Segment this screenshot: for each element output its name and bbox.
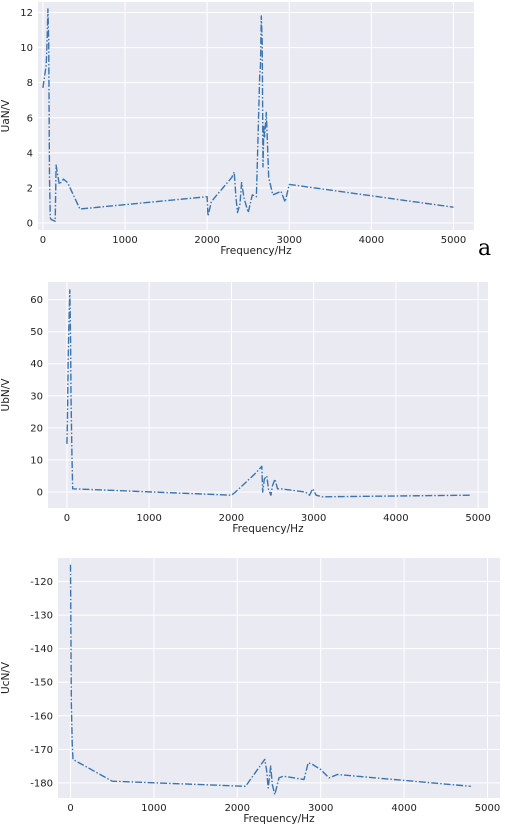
- panel-label: a: [478, 236, 491, 261]
- x-tick-label: 5000: [475, 803, 500, 814]
- x-tick-label: 5000: [441, 235, 466, 246]
- y-tick-label: -180: [30, 778, 53, 789]
- y-tick-label: 50: [30, 327, 43, 338]
- y-tick-label: -160: [30, 711, 53, 722]
- x-tick-label: 2000: [194, 235, 219, 246]
- series-line-1: [66, 289, 470, 498]
- y-tick-label: -170: [30, 745, 53, 756]
- x-tick-label: 0: [40, 235, 46, 246]
- y-axis-label: UcN/V: [0, 661, 12, 694]
- x-tick-label: 0: [67, 803, 73, 814]
- y-tick-label: 12: [20, 8, 33, 19]
- x-tick-label: 3000: [301, 513, 326, 524]
- y-tick-label: 20: [30, 423, 43, 434]
- x-tick-label: 2000: [219, 513, 244, 524]
- x-tick-label: 4000: [391, 803, 416, 814]
- y-axis-label: UbN/V: [0, 378, 12, 412]
- y-tick-label: 60: [30, 295, 43, 306]
- series-line-1: [42, 8, 454, 222]
- y-axis-label: UaN/V: [0, 99, 12, 133]
- x-tick-label: 5000: [465, 513, 490, 524]
- plot-area: [38, 2, 474, 230]
- y-tick-label: 4: [27, 148, 33, 159]
- x-tick-label: 3000: [277, 235, 302, 246]
- x-tick-label: 1000: [136, 513, 161, 524]
- x-axis-label: Frequency/Hz: [232, 523, 304, 535]
- plot-area: [58, 558, 500, 798]
- x-axis-label: Frequency/Hz: [243, 813, 315, 825]
- y-tick-label: 30: [30, 391, 43, 402]
- y-tick-label: 0: [37, 487, 43, 498]
- series-line-1: [69, 564, 471, 796]
- y-tick-label: 2: [27, 183, 33, 194]
- y-tick-label: 8: [27, 78, 33, 89]
- y-tick-label: -140: [30, 644, 53, 655]
- y-tick-label: -150: [30, 678, 53, 689]
- chart-panel-2: 0 1000 2000 3000 4000 5000 0 10 20 30 40 50 60 Freque…: [0, 282, 491, 535]
- y-tick-label: 10: [20, 43, 33, 54]
- y-tick-label: -130: [30, 611, 53, 622]
- y-tick-label: 0: [27, 218, 33, 229]
- y-tick-label: 10: [30, 455, 43, 466]
- x-tick-label: 3000: [308, 803, 333, 814]
- x-tick-label: 4000: [383, 513, 408, 524]
- x-tick-label: 0: [64, 513, 70, 524]
- x-axis-label: Frequency/Hz: [220, 245, 292, 257]
- x-tick-label: 2000: [225, 803, 250, 814]
- y-tick-label: -120: [30, 577, 53, 588]
- chart-panel-3: 0 1000 2000 3000 4000 5000 -120 -130 -140 -150 -16…: [0, 558, 500, 825]
- plot-area: [48, 282, 488, 508]
- chart-panel-1: 0 1000 2000 3000 4000 5000 0 2 4 6 8 10 12 Frequency/…: [0, 2, 491, 261]
- x-tick-label: 1000: [141, 803, 166, 814]
- y-tick-label: 6: [27, 113, 33, 124]
- y-tick-label: 40: [30, 359, 43, 370]
- x-tick-label: 4000: [359, 235, 384, 246]
- x-tick-label: 1000: [112, 235, 137, 246]
